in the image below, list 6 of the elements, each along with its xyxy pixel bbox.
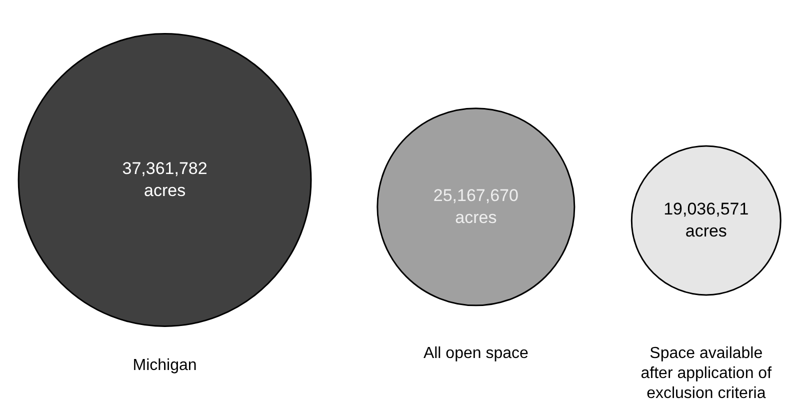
data-label: 25,167,670 acres — [433, 186, 518, 227]
category-label: Space available after application of exclusion criteria — [640, 345, 772, 402]
category-label: Michigan — [132, 357, 197, 374]
category-label: All open space — [423, 345, 529, 362]
data-label: 19,036,571 acres — [664, 199, 749, 240]
data-label: 37,361,782 acres — [122, 159, 208, 200]
